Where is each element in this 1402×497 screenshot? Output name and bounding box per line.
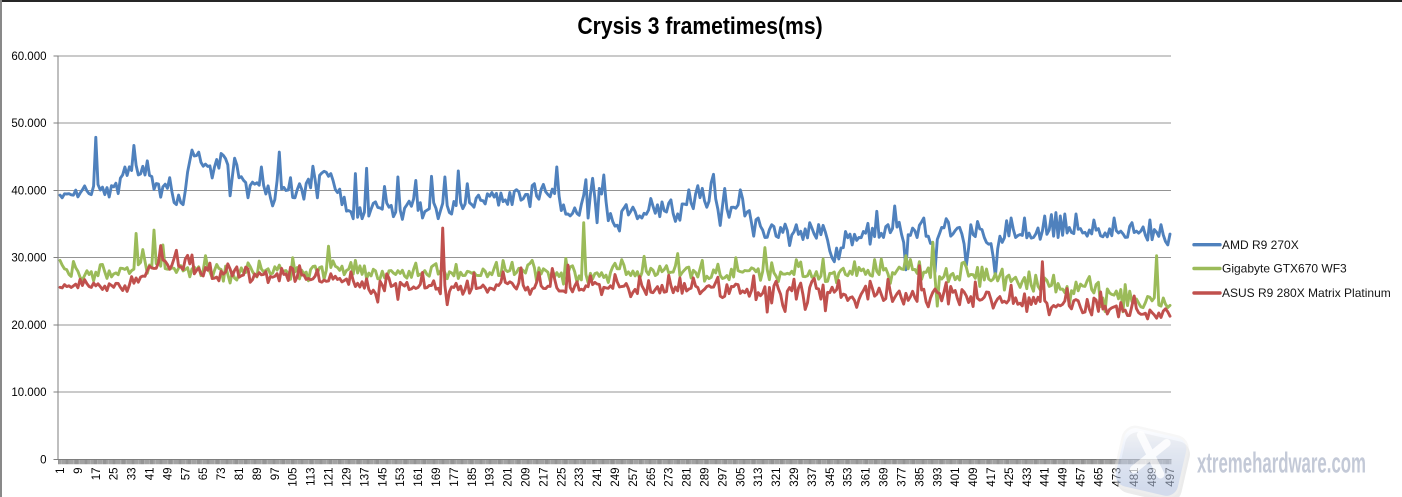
svg-text:233: 233 [574,468,586,487]
svg-text:201: 201 [503,468,515,487]
svg-text:145: 145 [377,468,389,487]
svg-text:449: 449 [1058,468,1070,487]
svg-text:65: 65 [198,468,210,481]
svg-text:89: 89 [252,468,264,481]
svg-text:329: 329 [789,468,801,487]
svg-text:241: 241 [592,468,604,487]
svg-text:257: 257 [628,468,640,487]
svg-text:57: 57 [180,468,192,481]
svg-text:161: 161 [413,468,425,487]
svg-text:20.000: 20.000 [11,320,46,332]
svg-text:273: 273 [664,468,676,487]
svg-text:361: 361 [861,468,873,487]
svg-text:33: 33 [127,468,139,481]
svg-text:337: 337 [807,468,819,487]
svg-text:321: 321 [771,468,783,487]
svg-text:345: 345 [825,468,837,487]
svg-text:369: 369 [879,468,891,487]
svg-text:30.000: 30.000 [11,253,46,265]
svg-text:129: 129 [342,468,354,487]
svg-text:113: 113 [306,468,318,486]
svg-text:41: 41 [145,468,157,481]
svg-text:10.000: 10.000 [11,387,46,399]
svg-text:441: 441 [1040,468,1052,487]
svg-text:xtremehardware.com: xtremehardware.com [1197,447,1366,479]
svg-text:81: 81 [234,468,246,481]
svg-text:9: 9 [73,468,85,474]
svg-text:177: 177 [449,468,461,487]
svg-text:209: 209 [521,468,533,487]
svg-text:97: 97 [270,468,282,481]
svg-text:281: 281 [682,468,694,487]
svg-text:185: 185 [467,468,479,487]
svg-text:1: 1 [55,468,67,474]
svg-text:25: 25 [109,468,121,481]
svg-text:409: 409 [968,468,980,487]
svg-text:249: 249 [610,468,622,487]
svg-text:169: 169 [431,468,443,487]
svg-text:153: 153 [395,468,407,487]
svg-text:265: 265 [646,468,658,487]
svg-text:313: 313 [753,468,765,487]
svg-text:401: 401 [950,468,962,487]
svg-text:297: 297 [717,468,729,487]
svg-text:393: 393 [932,468,944,487]
svg-text:353: 353 [843,468,855,487]
svg-text:50.000: 50.000 [11,118,46,130]
svg-text:193: 193 [485,468,497,487]
svg-text:289: 289 [700,468,712,487]
svg-text:121: 121 [324,468,336,487]
svg-text:AMD R9 270X: AMD R9 270X [1222,238,1299,252]
svg-text:105: 105 [288,468,300,487]
svg-text:137: 137 [359,468,371,487]
svg-text:17: 17 [91,468,103,481]
svg-text:ASUS R9 280X Matrix Platinum: ASUS R9 280X Matrix Platinum [1222,286,1391,300]
svg-text:49: 49 [162,468,174,481]
svg-text:385: 385 [914,468,926,487]
svg-text:73: 73 [216,468,228,481]
svg-text:433: 433 [1022,468,1034,487]
svg-text:457: 457 [1076,468,1088,487]
svg-text:60.000: 60.000 [11,51,46,63]
svg-text:465: 465 [1093,468,1105,487]
svg-text:Crysis 3 frametimes(ms): Crysis 3 frametimes(ms) [577,13,822,40]
svg-text:425: 425 [1004,468,1016,487]
svg-text:40.000: 40.000 [11,185,46,197]
svg-text:0: 0 [40,454,46,466]
svg-text:417: 417 [986,468,998,487]
svg-text:305: 305 [735,468,747,487]
svg-text:217: 217 [538,468,550,487]
svg-text:225: 225 [556,468,568,487]
svg-text:377: 377 [897,468,909,487]
svg-text:Gigabyte GTX670 WF3: Gigabyte GTX670 WF3 [1222,262,1347,276]
